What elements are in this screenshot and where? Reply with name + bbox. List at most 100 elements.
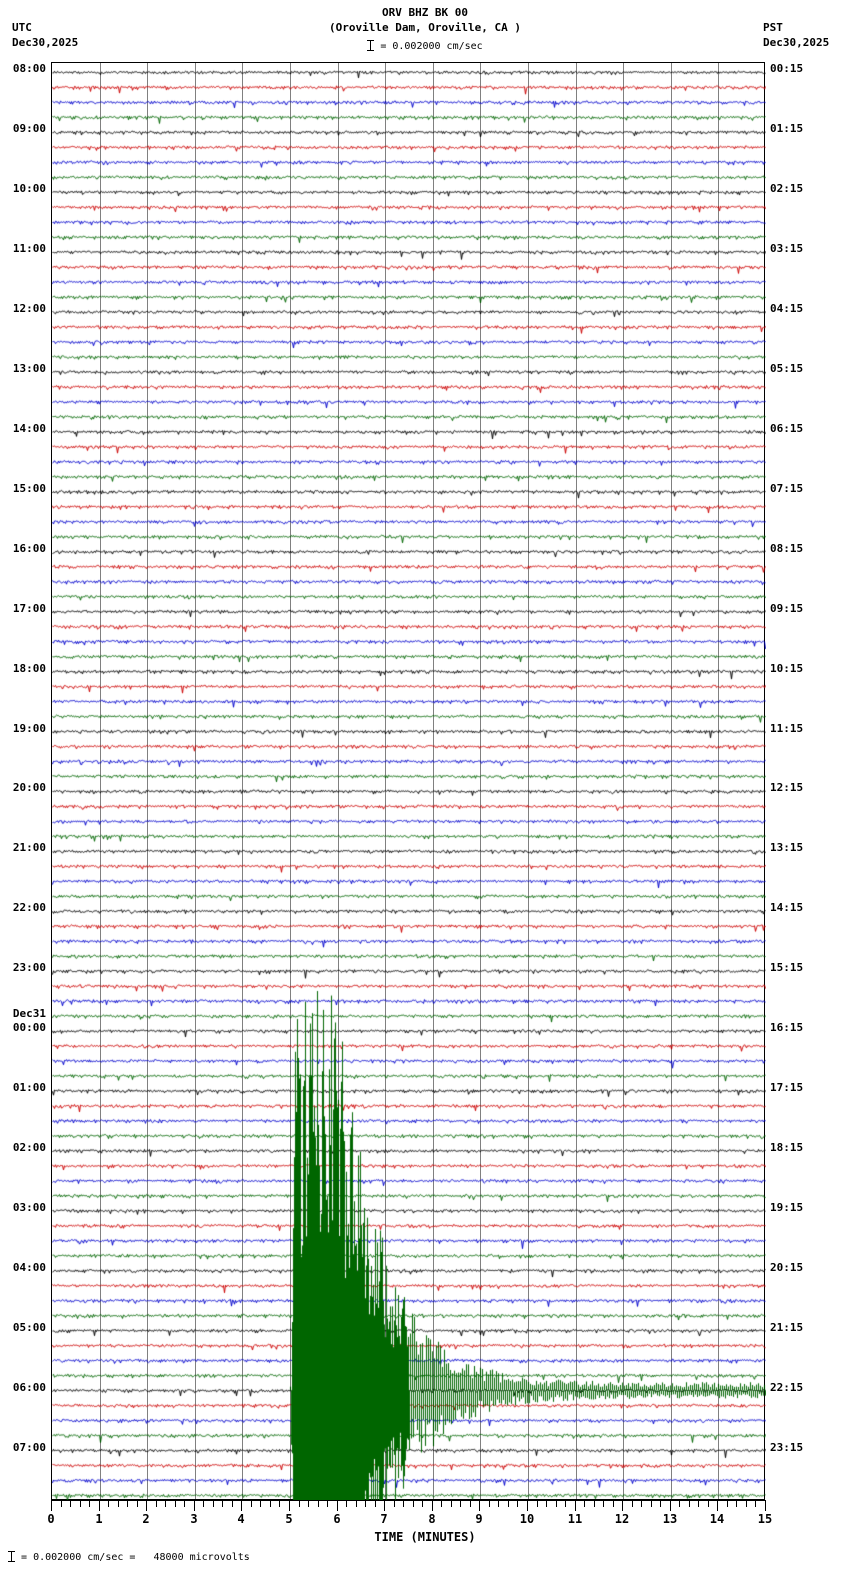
x-tick xyxy=(651,1500,652,1507)
x-tick xyxy=(346,1500,347,1507)
pst-row-label: 15:15 xyxy=(770,961,804,975)
x-tick xyxy=(765,1500,766,1511)
footer-scale-text: = 0.002000 cm/sec = 48000 microvolts xyxy=(21,1552,250,1563)
utc-row-label: 08:00 xyxy=(12,62,46,76)
pst-row-label: 00:15 xyxy=(770,62,804,76)
x-tick-label: 11 xyxy=(567,1512,583,1526)
x-tick xyxy=(489,1500,490,1507)
x-tick xyxy=(546,1500,547,1507)
x-tick xyxy=(289,1500,290,1511)
footer-scale-note: = 0.002000 cm/sec = 48000 microvolts xyxy=(8,1551,250,1563)
pst-row-label: 12:15 xyxy=(770,781,804,795)
x-tick xyxy=(537,1500,538,1507)
utc-row-label: 17:00 xyxy=(12,601,46,615)
utc-row-label: 20:00 xyxy=(12,781,46,795)
pst-row-label: 23:15 xyxy=(770,1440,804,1454)
x-tick xyxy=(594,1500,595,1507)
x-tick xyxy=(270,1500,271,1507)
x-tick xyxy=(556,1500,557,1507)
pst-row-label: 19:15 xyxy=(770,1200,804,1214)
x-tick xyxy=(698,1500,699,1507)
x-tick xyxy=(118,1500,119,1507)
scale-bar-icon xyxy=(367,40,375,51)
x-tick-label: 4 xyxy=(237,1512,245,1526)
x-tick xyxy=(717,1500,718,1511)
x-tick xyxy=(375,1500,376,1507)
x-tick xyxy=(708,1500,709,1507)
x-tick xyxy=(670,1500,671,1511)
x-tick xyxy=(70,1500,71,1507)
x-tick xyxy=(384,1500,385,1511)
x-tick xyxy=(99,1500,100,1511)
x-tick-label: 15 xyxy=(757,1512,773,1526)
utc-row-label: 07:00 xyxy=(12,1440,46,1454)
utc-row-label: 18:00 xyxy=(12,661,46,675)
x-tick xyxy=(146,1500,147,1511)
pst-row-label: 11:15 xyxy=(770,721,804,735)
x-tick xyxy=(641,1500,642,1507)
x-tick-label: 13 xyxy=(662,1512,678,1526)
x-tick xyxy=(165,1500,166,1507)
x-tick xyxy=(232,1500,233,1507)
x-tick xyxy=(403,1500,404,1507)
x-tick-label: 5 xyxy=(285,1512,293,1526)
x-tick xyxy=(194,1500,195,1511)
x-tick-label: 7 xyxy=(380,1512,388,1526)
x-tick-label: 10 xyxy=(519,1512,535,1526)
pst-row-label: 22:15 xyxy=(770,1380,804,1394)
x-tick xyxy=(441,1500,442,1507)
utc-row-label: 03:00 xyxy=(12,1200,46,1214)
x-tick xyxy=(175,1500,176,1507)
pst-row-label: 01:15 xyxy=(770,122,804,136)
footer-scale-bar-icon xyxy=(8,1551,15,1562)
x-tick xyxy=(565,1500,566,1507)
x-tick xyxy=(156,1500,157,1507)
utc-row-label: 16:00 xyxy=(12,541,46,555)
x-tick xyxy=(241,1500,242,1511)
utc-row-label: 01:00 xyxy=(12,1081,46,1095)
utc-date-label: Dec30,2025 xyxy=(12,36,79,49)
pst-row-label: 04:15 xyxy=(770,302,804,316)
utc-row-label: 15:00 xyxy=(12,481,46,495)
utc-row-label: 00:00 xyxy=(12,1021,46,1035)
utc-timezone-label: UTC xyxy=(12,21,32,34)
x-tick-label: 8 xyxy=(428,1512,436,1526)
pst-row-label: 08:15 xyxy=(770,541,804,555)
x-tick xyxy=(479,1500,480,1511)
x-tick xyxy=(470,1500,471,1507)
x-tick xyxy=(460,1500,461,1507)
x-tick xyxy=(689,1500,690,1507)
utc-row-label: 23:00 xyxy=(12,961,46,975)
x-tick xyxy=(527,1500,528,1511)
utc-row-label: 19:00 xyxy=(12,721,46,735)
utc-row-label: 13:00 xyxy=(12,362,46,376)
pst-row-label: 21:15 xyxy=(770,1320,804,1334)
x-tick xyxy=(394,1500,395,1507)
x-tick xyxy=(517,1500,518,1507)
x-tick xyxy=(213,1500,214,1507)
x-tick xyxy=(327,1500,328,1507)
x-tick-label: 6 xyxy=(333,1512,341,1526)
x-tick xyxy=(755,1500,756,1507)
utc-row-label: 02:00 xyxy=(12,1140,46,1154)
x-tick xyxy=(508,1500,509,1507)
x-tick xyxy=(51,1500,52,1511)
utc-row-label: 11:00 xyxy=(12,242,46,256)
x-tick xyxy=(451,1500,452,1507)
pst-row-label: 06:15 xyxy=(770,421,804,435)
pst-row-label: 02:15 xyxy=(770,182,804,196)
x-tick xyxy=(575,1500,576,1511)
seismogram-plot xyxy=(51,62,766,1501)
pst-row-label: 16:15 xyxy=(770,1021,804,1035)
x-tick xyxy=(736,1500,737,1507)
x-tick xyxy=(632,1500,633,1507)
x-tick xyxy=(337,1500,338,1511)
x-tick xyxy=(498,1500,499,1507)
pst-row-label: 05:15 xyxy=(770,362,804,376)
x-tick xyxy=(137,1500,138,1507)
pst-row-label: 13:15 xyxy=(770,841,804,855)
x-tick xyxy=(61,1500,62,1507)
x-tick xyxy=(203,1500,204,1507)
x-axis: 0 1 2 3 4 5 6 7 8 9 10 11 12 13 14 15 xyxy=(47,1500,772,1526)
scale-note: = 0.002000 cm/sec xyxy=(0,40,850,52)
